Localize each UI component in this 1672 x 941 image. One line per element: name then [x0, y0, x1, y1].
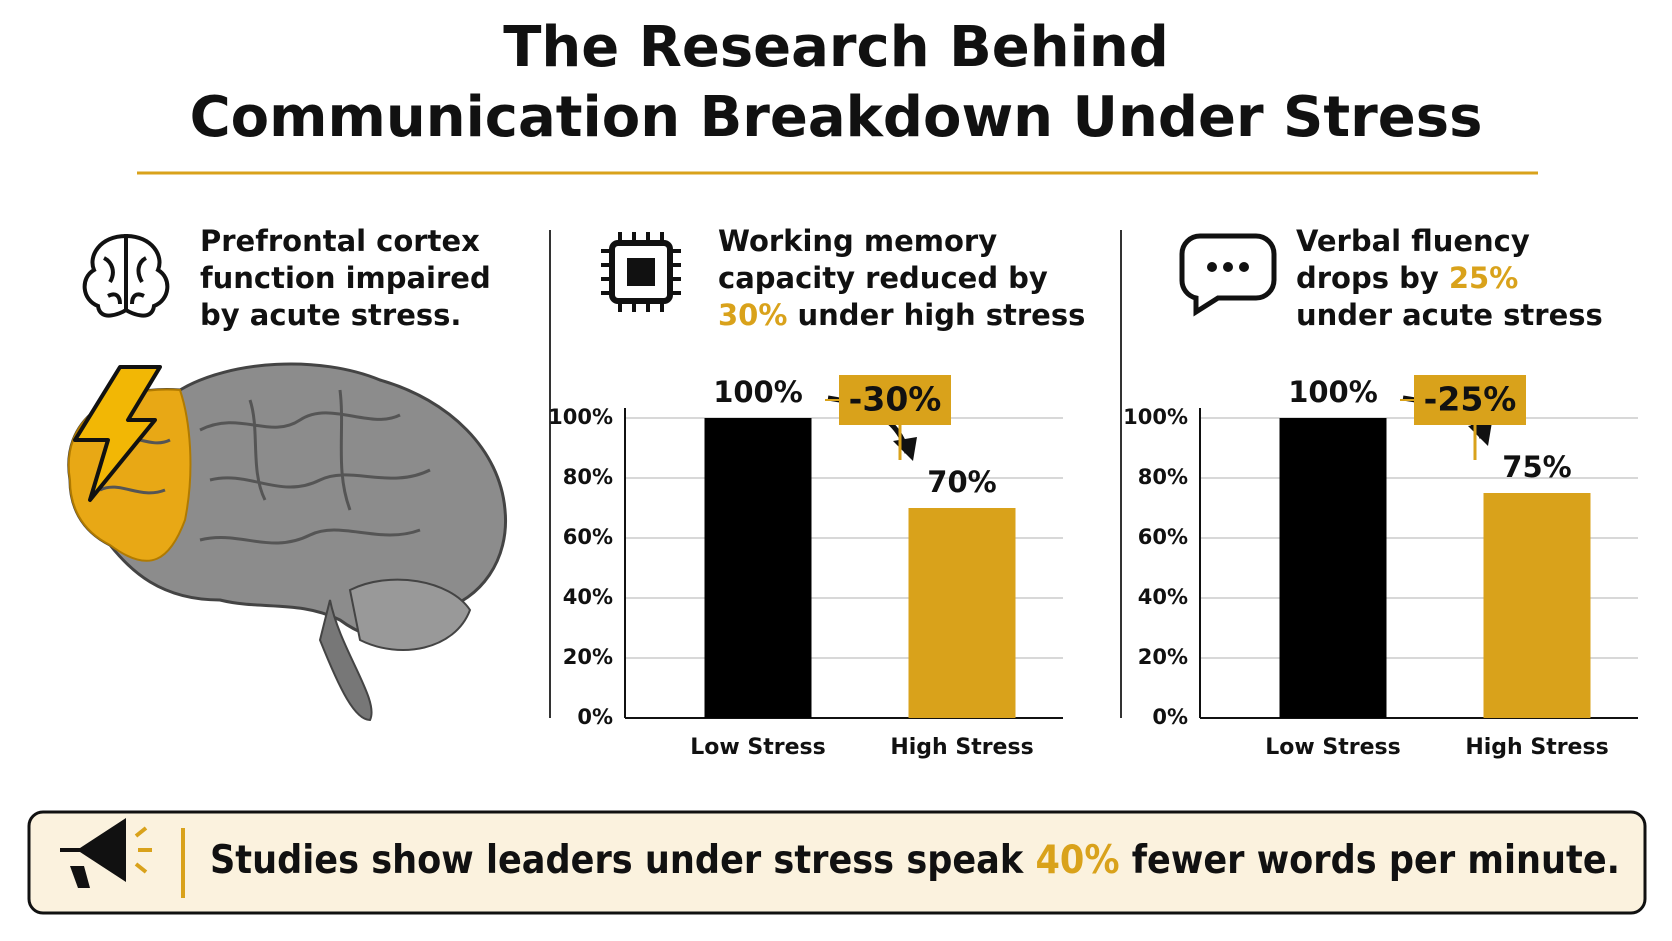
value-label: 100% — [1288, 375, 1378, 409]
title-line: The Research Behind — [503, 15, 1169, 80]
text-segment: Prefrontal cortex — [200, 224, 480, 258]
annotation: -30% — [849, 380, 942, 419]
highlight-segment: 40% — [1035, 838, 1119, 883]
footer-box — [27, 810, 1647, 915]
text-segment: under acute stress — [1296, 298, 1603, 332]
y-tick-label: 20% — [1138, 645, 1188, 669]
text-segment: under high stress — [787, 298, 1085, 332]
text-segment: Studies show leaders under stress speak — [210, 838, 1035, 883]
megaphone-icon — [60, 818, 185, 898]
panel-text: Prefrontal cortex — [200, 224, 480, 258]
text-segment: capacity reduced by — [718, 261, 1048, 295]
value-label: 70% — [927, 465, 996, 499]
footer-text: Studies show leaders under stress speak … — [210, 838, 1620, 883]
x-tick-label: Low Stress — [690, 735, 825, 760]
speech-icon — [1179, 233, 1277, 317]
bar — [704, 418, 812, 718]
annotation-box — [839, 375, 951, 425]
y-tick-label: 40% — [1138, 585, 1188, 609]
y-tick-label: 20% — [563, 645, 613, 669]
text-segment: fewer words per minute. — [1120, 838, 1620, 883]
text-segment: by acute stress. — [200, 298, 461, 332]
text-segment: drops by — [1296, 261, 1449, 295]
y-tick-label: 80% — [563, 465, 613, 489]
chip-icon — [601, 232, 681, 312]
bar — [908, 508, 1016, 718]
y-tick-label: 60% — [563, 525, 613, 549]
value-label: 100% — [713, 375, 803, 409]
text-segment: Verbal fluency — [1296, 224, 1530, 258]
panel-text: Verbal fluency — [1296, 224, 1530, 258]
x-tick-label: High Stress — [890, 735, 1033, 760]
y-tick-label: 40% — [563, 585, 613, 609]
brain-illustration — [67, 362, 508, 722]
bar — [1279, 418, 1387, 718]
y-tick-label: 0% — [1152, 705, 1188, 729]
panel-text: 30% under high stress — [718, 298, 1085, 332]
highlight-segment: 30% — [718, 298, 787, 332]
panel-text: under acute stress — [1296, 298, 1603, 332]
bar — [1483, 493, 1591, 718]
text-segment: Working memory — [718, 224, 997, 258]
value-label: 75% — [1502, 450, 1571, 484]
y-tick-label: 100% — [548, 405, 613, 429]
panel-text: capacity reduced by — [718, 261, 1048, 295]
panel-text: function impaired — [200, 261, 491, 295]
panel-text: by acute stress. — [200, 298, 461, 332]
annotation-box — [1414, 375, 1526, 425]
panel-text: Working memory — [718, 224, 997, 258]
y-tick-label: 0% — [577, 705, 613, 729]
x-tick-label: High Stress — [1465, 735, 1608, 760]
y-tick-label: 80% — [1138, 465, 1188, 489]
text-segment: function impaired — [200, 261, 491, 295]
title-line: Communication Breakdown Under Stress — [190, 85, 1483, 150]
panel-text: drops by 25% — [1296, 261, 1518, 295]
y-tick-label: 100% — [1123, 405, 1188, 429]
brain-icon — [82, 233, 170, 318]
x-tick-label: Low Stress — [1265, 735, 1400, 760]
annotation: -25% — [1424, 380, 1517, 419]
y-tick-label: 60% — [1138, 525, 1188, 549]
highlight-segment: 25% — [1449, 261, 1518, 295]
